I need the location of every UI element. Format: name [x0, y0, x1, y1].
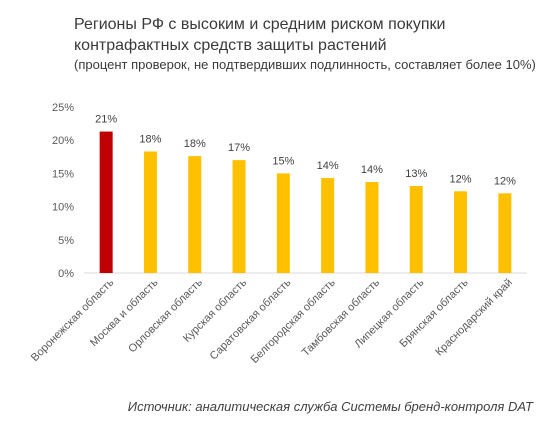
bar: [276, 173, 290, 273]
bar-chart: 0% 5% 10% 15% 20% 25% 21% Воронежская область 18…: [29, 102, 527, 366]
y-tick-label: 20%: [52, 135, 74, 147]
bar: [365, 182, 379, 273]
data-label: 15%: [272, 155, 294, 167]
data-label: 14%: [317, 160, 339, 172]
bar: [99, 131, 113, 273]
data-label: 21%: [95, 114, 117, 126]
source-note: Источник: аналитическая служба Системы б…: [127, 399, 533, 414]
y-tick-label: 5%: [58, 235, 74, 247]
data-label: 12%: [494, 175, 516, 187]
y-tick-label: 25%: [52, 102, 74, 114]
chart-title: Регионы РФ с высоким и средним риском по…: [74, 16, 446, 54]
bar: [454, 191, 468, 273]
bar: [409, 186, 423, 273]
category-label: Воронежская область: [29, 276, 117, 364]
y-tick-label: 15%: [52, 168, 74, 180]
category-label: Белгородская область: [249, 276, 338, 365]
bar: [232, 160, 246, 273]
data-label: 12%: [450, 173, 472, 185]
y-tick-label: 0%: [58, 268, 74, 280]
bar: [143, 151, 157, 273]
data-label: 18%: [184, 138, 206, 150]
data-label: 18%: [139, 133, 161, 145]
category-label: Краснодарский край: [433, 277, 515, 359]
bar: [498, 193, 512, 273]
chart-subtitle: (процент проверок, не подтвердивших подл…: [74, 57, 536, 72]
category-label: Саратовская область: [208, 276, 294, 362]
bar: [188, 156, 202, 273]
data-label: 17%: [228, 142, 250, 154]
data-label: 13%: [405, 168, 427, 180]
category-label: Орловская область: [126, 276, 205, 355]
data-label: 14%: [361, 164, 383, 176]
bar: [321, 178, 335, 273]
category-label: Тамбовская область: [300, 276, 382, 358]
y-tick-label: 10%: [52, 202, 74, 214]
